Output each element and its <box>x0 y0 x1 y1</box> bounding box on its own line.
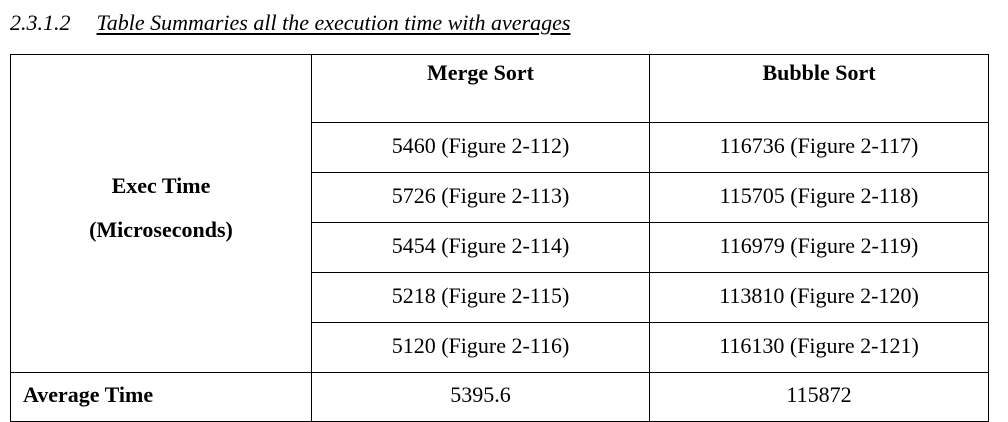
merge-sort-time-5: 5120 (Figure 2-116) <box>311 322 650 373</box>
bubble-sort-time-1: 116736 (Figure 2-117) <box>649 122 989 173</box>
merge-sort-time-4: 5218 (Figure 2-115) <box>311 272 650 323</box>
merge-sort-average: 5395.6 <box>311 372 650 422</box>
bubble-sort-time-3: 116979 (Figure 2-119) <box>649 222 989 273</box>
merge-sort-time-2: 5726 (Figure 2-113) <box>311 172 650 223</box>
section-number: 2.3.1.2 <box>10 10 71 35</box>
microseconds-label: (Microseconds) <box>89 216 233 242</box>
bubble-sort-time-4: 113810 (Figure 2-120) <box>649 272 989 323</box>
exec-time-label: Exec Time <box>111 172 211 198</box>
bubble-sort-header: Bubble Sort <box>649 54 989 123</box>
table-header-row: Exec Time (Microseconds) Merge Sort Bubb… <box>10 54 989 373</box>
table-row: 5120 (Figure 2-116) 116130 (Figure 2-121… <box>11 322 989 373</box>
bubble-sort-average: 115872 <box>649 372 989 422</box>
merge-sort-header: Merge Sort <box>311 54 650 123</box>
merge-sort-time-1: 5460 (Figure 2-112) <box>311 122 650 173</box>
average-time-label: Average Time <box>10 372 312 422</box>
table-row: 5460 (Figure 2-112) 116736 (Figure 2-117… <box>11 122 989 173</box>
average-row: Average Time 5395.6 115872 <box>10 372 989 422</box>
bubble-sort-time-2: 115705 (Figure 2-118) <box>649 172 989 223</box>
execution-time-table: Exec Time (Microseconds) Merge Sort Bubb… <box>10 54 989 422</box>
bubble-sort-time-5: 116130 (Figure 2-121) <box>649 322 989 373</box>
section-title: Table Summaries all the execution time w… <box>96 10 571 35</box>
exec-time-label-cell: Exec Time (Microseconds) <box>10 54 312 373</box>
merge-sort-time-3: 5454 (Figure 2-114) <box>311 222 650 273</box>
section-heading: 2.3.1.2 Table Summaries all the executio… <box>10 10 570 40</box>
